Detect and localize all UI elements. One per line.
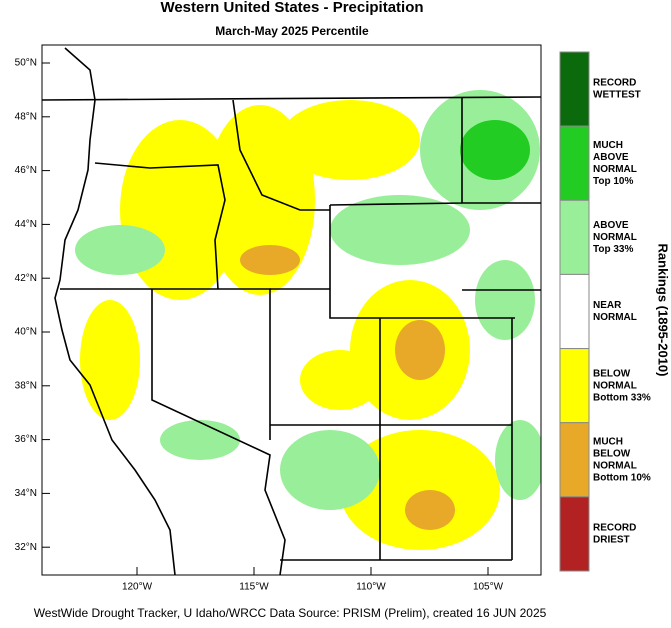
border <box>232 99 330 211</box>
legend-swatch <box>559 199 590 275</box>
lon-label: 110°W <box>356 582 386 593</box>
lon-label: 120°W <box>122 582 153 593</box>
border <box>42 96 541 101</box>
legend-label: RECORD <box>593 78 636 89</box>
legend-label: NORMAL <box>593 460 637 471</box>
legend-label: WETTEST <box>593 90 641 101</box>
legend-label: ABOVE <box>593 220 629 231</box>
legend-label: BELOW <box>593 368 631 379</box>
title: Western United States - Precipitation <box>160 0 423 16</box>
footer: WestWide Drought Tracker, U Idaho/WRCC D… <box>34 606 547 620</box>
legend-label: ABOVE <box>593 152 629 163</box>
legend-swatch <box>559 496 590 572</box>
lon-label: 105°W <box>473 582 504 593</box>
legend-label: BELOW <box>593 448 631 459</box>
legend-label: NORMAL <box>593 380 637 391</box>
lat-label: 34°N <box>15 488 37 499</box>
legend-label: MUCH <box>593 140 623 151</box>
border <box>94 162 226 290</box>
legend-swatch <box>559 51 590 127</box>
subtitle: March-May 2025 Percentile <box>215 24 369 38</box>
lat-label: 44°N <box>15 219 37 230</box>
legend-label: Top 10% <box>593 176 633 187</box>
legend-label: NEAR <box>593 300 622 311</box>
legend-label: NORMAL <box>593 312 637 323</box>
lat-label: 38°N <box>15 380 37 391</box>
lat-label: 42°N <box>15 273 37 284</box>
border <box>270 97 541 561</box>
legend-label: Bottom 33% <box>593 392 651 403</box>
map <box>41 44 542 576</box>
lat-label: 50°N <box>15 58 37 69</box>
legend-label: NORMAL <box>593 164 637 175</box>
precip-areas <box>75 90 541 550</box>
legend-label: Bottom 10% <box>593 472 651 483</box>
lat-label: 46°N <box>15 165 37 176</box>
legend-title: Rankings (1895-2010) <box>656 244 671 377</box>
lat-label: 40°N <box>15 327 37 338</box>
border <box>151 289 286 575</box>
legend-swatch <box>559 348 590 424</box>
legend-swatch <box>559 422 590 498</box>
legend-label: DRIEST <box>593 535 630 546</box>
legend-label: MUCH <box>593 436 623 447</box>
coastline <box>54 47 176 575</box>
legend-label: RECORD <box>593 523 636 534</box>
legend-label: NORMAL <box>593 232 637 243</box>
legend-swatch <box>559 273 590 350</box>
legend-swatch <box>559 125 590 201</box>
lon-label: 115°W <box>239 582 269 593</box>
legend-label: Top 33% <box>593 244 633 255</box>
lat-label: 32°N <box>15 542 37 553</box>
map-frame <box>41 44 542 576</box>
lat-label: 36°N <box>15 434 37 445</box>
lat-label: 48°N <box>15 111 37 122</box>
